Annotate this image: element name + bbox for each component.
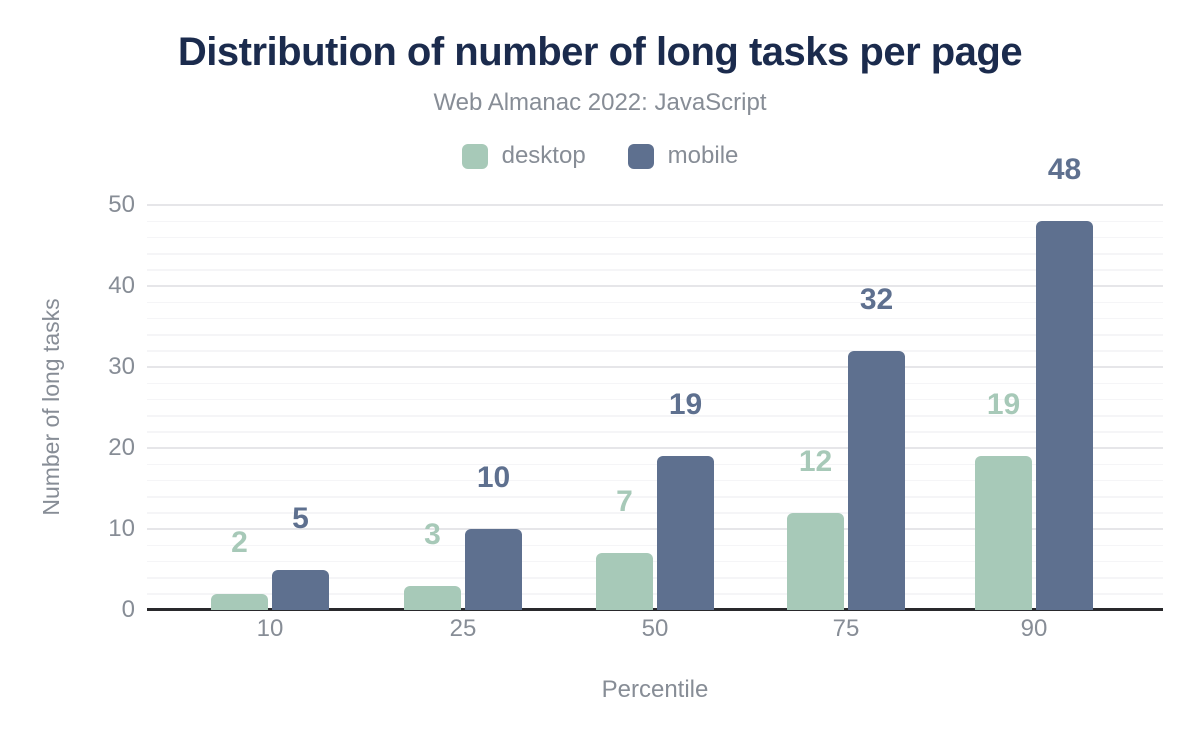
minor-gridline-36	[147, 317, 1163, 320]
major-gridline-40	[147, 285, 1163, 287]
legend: desktop mobile	[0, 141, 1200, 171]
minor-gridline-26	[147, 398, 1163, 401]
bar-desktop-p50[interactable]	[596, 553, 653, 610]
minor-gridline-2	[147, 593, 1163, 595]
bar-label-desktop-p75: 12	[798, 444, 833, 478]
bar-label-desktop-p90: 19	[986, 388, 1021, 422]
chart-title: Distribution of number of long tasks per…	[177, 30, 1023, 74]
bar-label-mobile-p25: 10	[476, 461, 511, 494]
bar-mobile-p50[interactable]	[657, 456, 714, 610]
legend-swatch-mobile	[627, 143, 654, 169]
minor-gridline-32	[147, 350, 1163, 352]
bar-desktop-p25[interactable]	[404, 585, 461, 610]
minor-gridline-6	[147, 560, 1163, 563]
chart-subtitle: Web Almanac 2022: JavaScript	[433, 89, 767, 116]
legend-label: desktop	[501, 142, 586, 169]
bar-label-desktop-p50: 7	[616, 485, 633, 519]
y-tick-label-30: 30	[108, 353, 135, 380]
major-gridline-20	[147, 447, 1163, 449]
minor-gridline-44	[147, 253, 1163, 255]
minor-gridline-18	[147, 463, 1163, 466]
minor-gridline-4	[147, 577, 1163, 579]
x-axis-title: Percentile	[601, 676, 709, 703]
y-tick-label-50: 50	[108, 191, 135, 218]
bar-desktop-p10[interactable]	[211, 593, 268, 610]
x-tick-label-25: 25	[449, 615, 477, 642]
minor-gridline-22	[147, 431, 1163, 433]
bar-label-mobile-p90: 48	[1047, 153, 1082, 187]
legend-item-mobile[interactable]: mobile	[627, 142, 739, 169]
x-tick-label-90: 90	[1020, 615, 1048, 642]
bar-label-desktop-p25: 3	[424, 517, 441, 551]
legend-item-desktop[interactable]: desktop	[461, 142, 586, 169]
x-tick-label-10: 10	[256, 615, 284, 642]
major-gridline-30	[147, 366, 1163, 368]
bar-mobile-p10[interactable]	[272, 569, 329, 610]
bar-desktop-p90[interactable]	[975, 456, 1032, 610]
bar-label-mobile-p50: 19	[668, 388, 703, 422]
legend-label: mobile	[667, 142, 739, 169]
bar-desktop-p75[interactable]	[787, 512, 844, 610]
bar-label-mobile-p75: 32	[859, 282, 894, 316]
y-tick-label-0: 0	[121, 596, 135, 623]
minor-gridline-16	[147, 479, 1163, 482]
minor-gridline-28	[147, 382, 1163, 385]
minor-gridline-12	[147, 512, 1163, 514]
minor-gridline-46	[147, 236, 1163, 239]
y-tick-label-10: 10	[108, 515, 135, 542]
minor-gridline-38	[147, 301, 1163, 304]
y-axis-title: Number of long tasks	[38, 298, 64, 516]
x-tick-label-75: 75	[832, 615, 860, 642]
minor-gridline-42	[147, 269, 1163, 271]
minor-gridline-48	[147, 220, 1163, 223]
minor-gridline-24	[147, 415, 1163, 417]
major-gridline-50	[147, 204, 1163, 206]
y-tick-label-20: 20	[108, 434, 135, 461]
bar-mobile-p25[interactable]	[465, 529, 522, 610]
x-axis-line	[147, 608, 1163, 611]
plot-area: 2 3 7 12 19 5 10 19 32 48	[147, 153, 1163, 611]
minor-gridline-8	[147, 544, 1163, 547]
minor-gridline-14	[147, 496, 1163, 498]
major-gridline-10	[147, 528, 1163, 530]
minor-gridline-34	[147, 334, 1163, 336]
bar-label-mobile-p10: 5	[292, 501, 309, 535]
bar-mobile-p90[interactable]	[1036, 221, 1093, 610]
legend-swatch-desktop	[461, 143, 488, 169]
y-tick-label-40: 40	[108, 272, 135, 299]
bar-label-desktop-p10: 2	[231, 525, 248, 559]
x-tick-label-50: 50	[641, 615, 669, 642]
bar-mobile-p75[interactable]	[848, 350, 905, 610]
